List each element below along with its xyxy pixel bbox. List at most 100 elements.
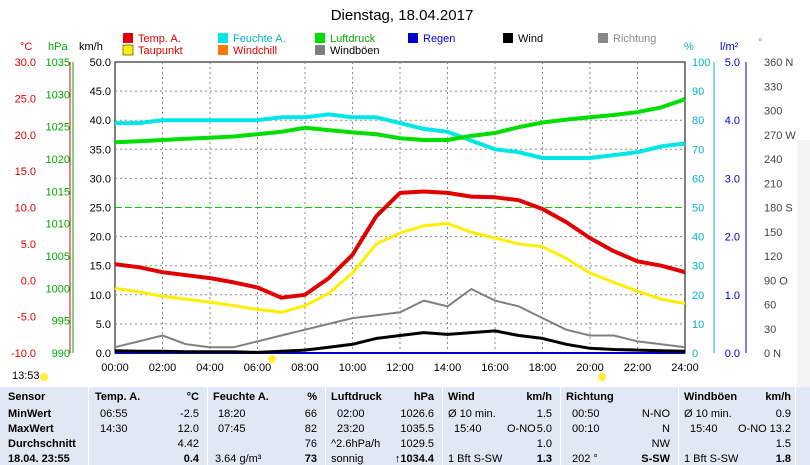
rain-tick-label: 0.0 [725, 348, 740, 360]
rain-tick-label: 3.0 [725, 173, 740, 185]
temp-min-value: -2.5 [180, 408, 199, 420]
legend-rain: Regen [408, 33, 455, 45]
legend-pressure: Luftdruck [315, 33, 376, 45]
svg-text:Windchill: Windchill [233, 45, 277, 57]
x-tick-label: 22:00 [624, 362, 652, 374]
x-tick-label: 00:00 [101, 362, 129, 374]
hum-avg-value: 76 [304, 438, 317, 450]
wind-tick-label: 35.0 [90, 144, 111, 156]
current-time-label: 13:53 [12, 370, 40, 382]
dir-tick-label: 270 W [764, 130, 796, 142]
wind-header: Wind [448, 391, 475, 403]
dir-max-time: 00:10 [572, 423, 600, 435]
hum-tick-label: 80 [692, 115, 704, 127]
dir-current-deg: 202 ° [572, 453, 598, 465]
press-tick-label: 1025 [46, 122, 70, 134]
temp-tick-label: 0.0 [21, 275, 36, 287]
dir-tick-label: 180 S [764, 203, 793, 215]
dir-tick-label: 0 N [764, 348, 781, 360]
wind-tick-label: 10.0 [90, 290, 111, 302]
press-tick-label: 1010 [46, 219, 70, 231]
temp-max-time: 14:30 [100, 423, 128, 435]
press-header: Luftdruck [331, 391, 382, 403]
press-unit: hPa [48, 41, 68, 53]
stats-temp-column: Temp. A. °C 06:55 -2.5 14:30 12.0 4.42 0… [88, 387, 208, 465]
gust-max-dir: O-NO [738, 423, 767, 435]
temp-tick-label: 20.0 [15, 130, 36, 142]
press-tick-label: 1020 [46, 154, 70, 166]
svg-text:Taupunkt: Taupunkt [138, 45, 183, 57]
press-trend: ^2.6hPa/h [331, 438, 381, 450]
wind-unit-header: km/h [526, 391, 552, 403]
legend-direction: Richtung [598, 33, 656, 45]
stats-wind-column: Wind km/h Ø 10 min. 1.5 15:40 O-NO 5.0 1… [442, 387, 561, 465]
wind-tick-label: 20.0 [90, 232, 111, 244]
wind-tick-label: 40.0 [90, 115, 111, 127]
press-max-time: 23:20 [337, 423, 365, 435]
row-min-label: MinWert [8, 408, 52, 420]
hum-tick-label: 0 [692, 348, 698, 360]
dir-tick-label: 120 [764, 251, 782, 263]
temp-current-value: 0.4 [183, 453, 199, 465]
x-tick-label: 20:00 [576, 362, 604, 374]
dir-tick-label: 360 N [764, 57, 793, 69]
hum-header: Feuchte A. [213, 391, 269, 403]
series [114, 97, 686, 354]
dir-min-time: 00:50 [572, 408, 600, 420]
press-min-value: 1026.6 [400, 408, 434, 420]
hum-tick-label: 10 [692, 319, 704, 331]
press-tick-label: 1015 [46, 186, 70, 198]
wind-tick-label: 25.0 [90, 203, 111, 215]
wind-current-value: 1.3 [536, 453, 552, 465]
x-tick-label: 12:00 [386, 362, 414, 374]
hum-tick-label: 30 [692, 261, 704, 273]
wind-unit: km/h [79, 41, 103, 53]
row-current-label: 18.04. 23:55 [8, 453, 70, 465]
wind-tick-label: 45.0 [90, 86, 111, 98]
press-tick-label: 1000 [46, 283, 70, 295]
wind-avg-label: Ø 10 min. [448, 408, 496, 420]
wind-daily-avg: 1.0 [536, 438, 552, 450]
dir-tick-label: 300 [764, 106, 782, 118]
press-avg-value: 1029.5 [400, 438, 434, 450]
temp-tick-label: 15.0 [15, 166, 36, 178]
svg-text:Windböen: Windböen [330, 45, 380, 57]
wind-max-value: 5.0 [536, 423, 552, 435]
hum-tick-label: 90 [692, 86, 704, 98]
press-tick-label: 1030 [46, 89, 70, 101]
series-windb-en [114, 288, 686, 349]
temp-unit: °C [20, 41, 32, 53]
x-tick-label: 18:00 [529, 362, 557, 374]
rain-tick-label: 4.0 [725, 115, 740, 127]
hum-max-value: 82 [304, 423, 317, 435]
press-tick-label: 990 [52, 348, 70, 360]
temp-min-time: 06:55 [100, 408, 128, 420]
sensor-header: Sensor [8, 391, 46, 403]
x-tick-label: 04:00 [196, 362, 224, 374]
gust-daily-avg: 1.5 [775, 438, 791, 450]
press-current-value: ↑1034.4 [394, 453, 434, 465]
svg-text:Luftdruck: Luftdruck [330, 33, 376, 45]
hum-current-value: 73 [304, 453, 317, 465]
press-max-value: 1035.5 [400, 423, 434, 435]
gust-avg-value: 0.9 [775, 408, 791, 420]
right-edge-strip [797, 140, 810, 387]
series-wind [114, 329, 686, 354]
legend-humidity: Feuchte A. [218, 33, 286, 45]
weather-chart: Dienstag, 18.04.2017 Temp. A. Feuchte A.… [11, 7, 810, 387]
press-min-time: 02:00 [337, 408, 365, 420]
sunrise-marker-icon [268, 355, 276, 363]
x-tick-label: 02:00 [149, 362, 177, 374]
series-luftdruck [114, 97, 686, 145]
temp-header: Temp. A. [95, 391, 141, 403]
hum-tick-label: 100 [692, 57, 710, 69]
hum-abs-value: 3.64 g/m³ [215, 453, 262, 465]
temp-tick-label: 5.0 [21, 239, 36, 251]
rain-tick-label: 5.0 [725, 57, 740, 69]
stats-direction-column: Richtung 00:50 N-NO 00:10 N NW 202 ° S-S… [560, 387, 679, 465]
dir-max-value: N [662, 423, 670, 435]
chart-title: Dienstag, 18.04.2017 [331, 7, 474, 24]
svg-text:Wind: Wind [518, 33, 543, 45]
axis-units: °C hPa km/h % l/m² ° [20, 37, 762, 53]
wind-max-time: 15:40 [454, 423, 482, 435]
